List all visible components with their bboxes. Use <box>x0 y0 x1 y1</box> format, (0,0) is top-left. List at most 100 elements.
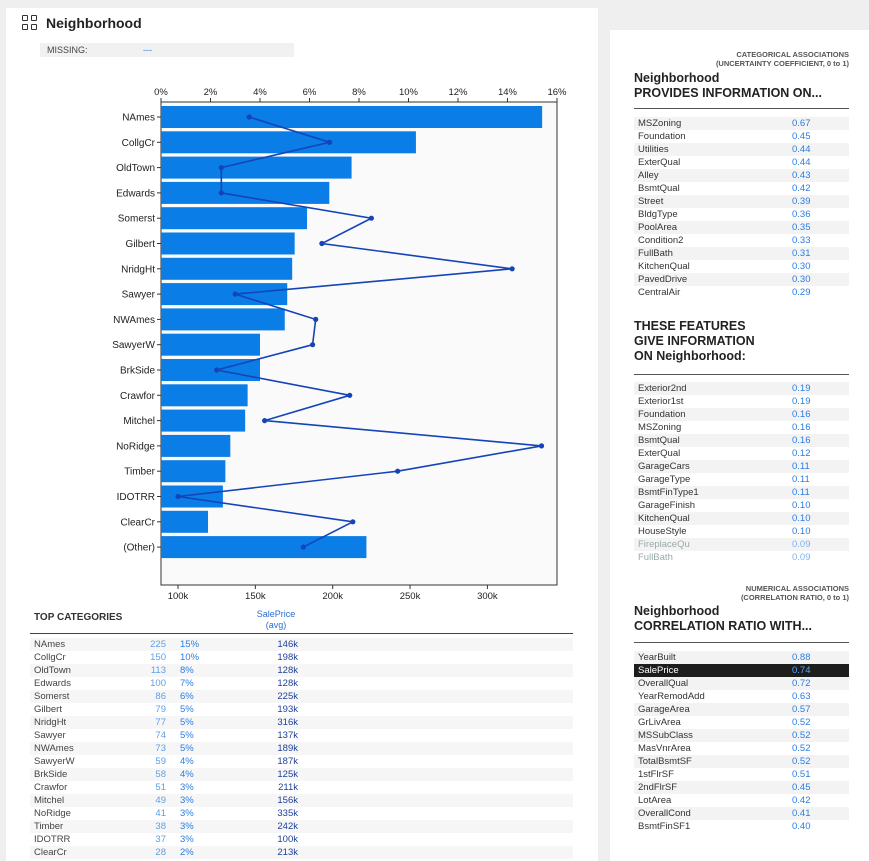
categorical-row[interactable]: BsmtQual 0.42 <box>634 182 849 195</box>
give-info-row[interactable]: FireplaceQu 0.09 <box>634 538 849 551</box>
category-name: Sawyer <box>34 730 66 741</box>
categorical-row[interactable]: BldgType 0.36 <box>634 208 849 221</box>
saleprice-point <box>232 291 238 297</box>
numerical-row[interactable]: YearRemodAdd 0.63 <box>634 690 849 703</box>
association-value: 0.42 <box>792 183 811 194</box>
category-label: IDOTRR <box>117 492 155 503</box>
categorical-row[interactable]: PavedDrive 0.30 <box>634 273 849 286</box>
category-name: Timber <box>34 821 64 832</box>
feature-name: Utilities <box>638 144 669 155</box>
categorical-row[interactable]: KitchenQual 0.30 <box>634 260 849 273</box>
feature-name: MasVnrArea <box>638 743 691 754</box>
category-label: Crawfor <box>120 391 156 402</box>
numerical-caption-1: NUMERICAL ASSOCIATIONS <box>745 584 849 593</box>
category-avg-saleprice: 213k <box>277 847 298 858</box>
bar <box>161 232 295 255</box>
numerical-row[interactable]: OverallQual 0.72 <box>634 677 849 690</box>
give-info-heading-1: THESE FEATURES <box>634 319 746 333</box>
give-info-row[interactable]: Exterior2nd 0.19 <box>634 382 849 395</box>
give-info-row[interactable]: BsmtQual 0.16 <box>634 434 849 447</box>
give-info-row[interactable]: FullBath 0.09 <box>634 551 849 564</box>
category-name: OldTown <box>34 665 71 676</box>
category-percent: 4% <box>180 769 194 780</box>
categorical-row[interactable]: Street 0.39 <box>634 195 849 208</box>
category-count: 59 <box>155 756 166 767</box>
saleprice-point <box>309 342 316 348</box>
category-name: CollgCr <box>34 652 66 663</box>
association-value: 0.88 <box>792 652 811 663</box>
top-tick-label: 0% <box>154 87 168 98</box>
saleprice-point <box>313 316 319 322</box>
category-count: 79 <box>155 704 166 715</box>
give-info-row[interactable]: Exterior1st 0.19 <box>634 395 849 408</box>
numerical-row[interactable]: 1stFlrSF 0.51 <box>634 768 849 781</box>
association-value: 0.35 <box>792 222 811 233</box>
feature-name: FullBath <box>638 552 673 563</box>
saleprice-point <box>262 418 268 424</box>
give-info-row[interactable]: GarageCars 0.11 <box>634 460 849 473</box>
saleprice-point <box>218 190 224 196</box>
association-value: 0.57 <box>792 704 811 715</box>
give-info-row[interactable]: GarageFinish 0.10 <box>634 499 849 512</box>
category-count: 86 <box>155 691 166 702</box>
categorical-row[interactable]: Utilities 0.44 <box>634 143 849 156</box>
numerical-row[interactable]: MasVnrArea 0.52 <box>634 742 849 755</box>
table-row: BrkSide 58 4% 125k <box>30 768 573 781</box>
numerical-row[interactable]: MSSubClass 0.52 <box>634 729 849 742</box>
numerical-heading: Neighborhood CORRELATION RATIO WITH... <box>634 604 812 634</box>
association-value: 0.44 <box>792 144 811 155</box>
categorical-row[interactable]: FullBath 0.31 <box>634 247 849 260</box>
categorical-row[interactable]: CentralAir 0.29 <box>634 286 849 299</box>
give-info-row[interactable]: BsmtFinType1 0.11 <box>634 486 849 499</box>
numerical-row[interactable]: 2ndFlrSF 0.45 <box>634 781 849 794</box>
give-info-row[interactable]: Foundation 0.16 <box>634 408 849 421</box>
numerical-row[interactable]: TotalBsmtSF 0.52 <box>634 755 849 768</box>
association-value: 0.45 <box>792 131 811 142</box>
top-categories-title: TOP CATEGORIES <box>34 612 123 623</box>
numerical-row[interactable]: OverallCond 0.41 <box>634 807 849 820</box>
give-info-row[interactable]: ExterQual 0.12 <box>634 447 849 460</box>
numerical-row[interactable]: BsmtFinSF1 0.40 <box>634 820 849 833</box>
table-row: OldTown 113 8% 128k <box>30 664 573 677</box>
give-info-row[interactable]: KitchenQual 0.10 <box>634 512 849 525</box>
category-label: SawyerW <box>112 340 155 351</box>
saleprice-point <box>347 392 353 398</box>
category-avg-saleprice: 211k <box>278 782 298 793</box>
numerical-row[interactable]: LotArea 0.42 <box>634 794 849 807</box>
saleprice-point <box>509 266 515 272</box>
category-label: Edwards <box>116 188 155 199</box>
association-value: 0.11 <box>792 487 810 498</box>
categorical-list: MSZoning 0.67 Foundation 0.45 Utilities 0.44 E… <box>634 117 849 299</box>
give-info-row[interactable]: HouseStyle 0.10 <box>634 525 849 538</box>
numerical-row[interactable]: GrLivArea 0.52 <box>634 716 849 729</box>
numerical-row[interactable]: SalePrice 0.74 <box>634 664 849 677</box>
categorical-row[interactable]: Foundation 0.45 <box>634 130 849 143</box>
categorical-row[interactable]: MSZoning 0.67 <box>634 117 849 130</box>
bottom-tick-label: 300k <box>477 591 498 602</box>
give-info-row[interactable]: GarageType 0.11 <box>634 473 849 486</box>
numerical-row[interactable]: GarageArea 0.57 <box>634 703 849 716</box>
category-name: NAmes <box>34 639 66 650</box>
categorical-row[interactable]: Condition2 0.33 <box>634 234 849 247</box>
numerical-row[interactable]: YearBuilt 0.88 <box>634 651 849 664</box>
saleprice-point <box>300 544 306 550</box>
association-value: 0.52 <box>792 743 811 754</box>
categorical-row[interactable]: Alley 0.43 <box>634 169 849 182</box>
categorical-row[interactable]: PoolArea 0.35 <box>634 221 849 234</box>
association-value: 0.09 <box>792 552 811 563</box>
category-percent: 3% <box>180 834 194 845</box>
feature-name: YearRemodAdd <box>638 691 705 702</box>
feature-name: Exterior1st <box>638 396 684 407</box>
numerical-caption-2: (CORRELATION RATIO, 0 to 1) <box>740 593 849 602</box>
numerical-heading-1: Neighborhood <box>634 604 720 618</box>
category-avg-saleprice: 137k <box>277 730 298 741</box>
give-info-row[interactable]: MSZoning 0.16 <box>634 421 849 434</box>
feature-name: FullBath <box>638 248 673 259</box>
categorical-row[interactable]: ExterQual 0.44 <box>634 156 849 169</box>
feature-name: 1stFlrSF <box>638 769 674 780</box>
category-percent: 3% <box>180 795 194 806</box>
table-row: Crawfor 51 3% 211k <box>30 781 573 794</box>
neighborhood-chart: 0% 2% 4% 6% 8% 10% 12% 14% 16% 100k 150k 200k 250k 30… <box>100 60 570 610</box>
feature-name: Foundation <box>638 131 686 142</box>
feature-name: MSSubClass <box>638 730 693 741</box>
